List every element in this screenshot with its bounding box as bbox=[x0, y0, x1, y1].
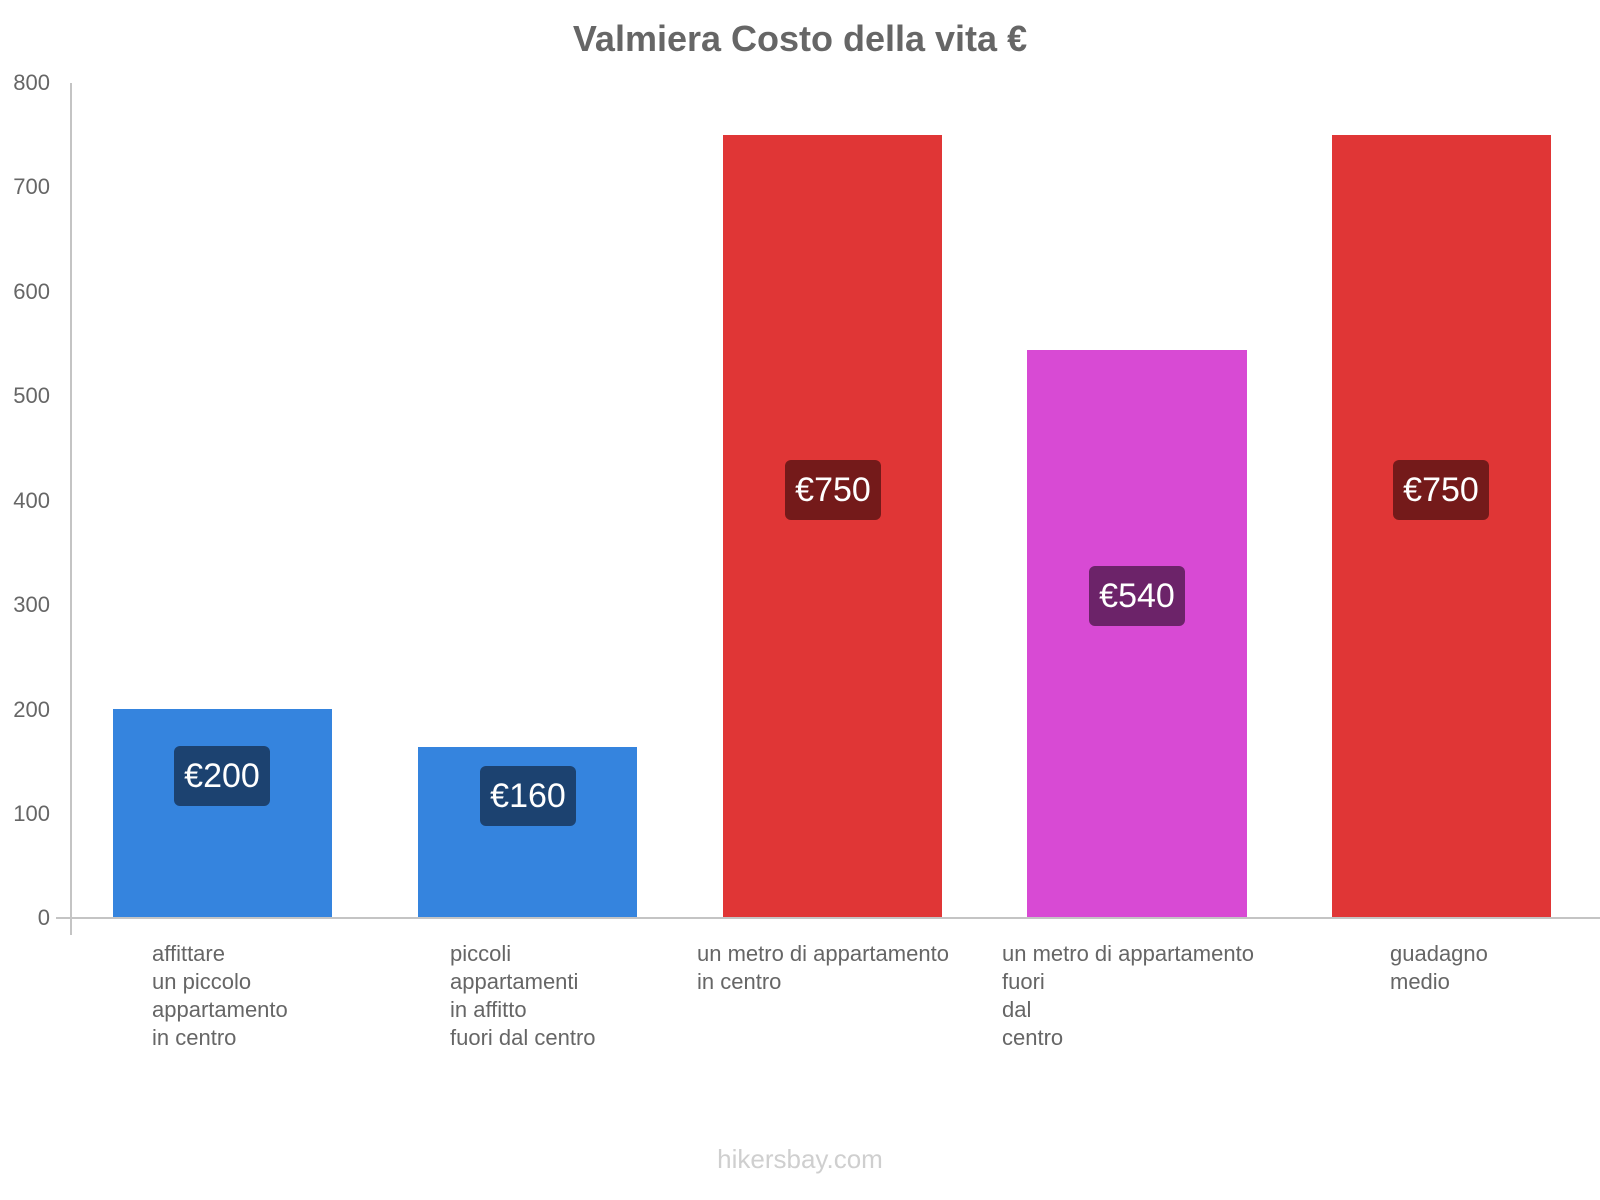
bar-value-label: €160 bbox=[480, 766, 576, 826]
x-category-label: un metro di appartamento fuori dal centr… bbox=[1002, 941, 1254, 1050]
y-tick-label: 100 bbox=[13, 801, 50, 826]
x-axis-line bbox=[56, 917, 1600, 919]
y-tick-label: 700 bbox=[13, 174, 50, 199]
watermark-footer: hikersbay.com bbox=[717, 1144, 883, 1174]
bar bbox=[1332, 135, 1551, 918]
bar-value-label: €750 bbox=[785, 460, 881, 520]
y-tick-label: 500 bbox=[13, 383, 50, 408]
x-category-label: un metro di appartamento in centro bbox=[697, 941, 949, 994]
x-category-label: affittare un piccolo appartamento in cen… bbox=[152, 941, 288, 1050]
y-tick-label: 200 bbox=[13, 697, 50, 722]
y-tick-label: 400 bbox=[13, 488, 50, 513]
bar bbox=[113, 709, 332, 918]
y-tick-label: 600 bbox=[13, 279, 50, 304]
bar-value-label: €540 bbox=[1089, 566, 1185, 626]
bar bbox=[1027, 350, 1247, 918]
y-tick-label: 300 bbox=[13, 592, 50, 617]
x-category-label: guadagno medio bbox=[1390, 941, 1488, 994]
y-tick-label: 800 bbox=[13, 70, 50, 95]
x-category-label: piccoli appartamenti in affitto fuori da… bbox=[450, 941, 596, 1050]
y-axis-line bbox=[70, 83, 72, 935]
bar-value-label: €200 bbox=[174, 746, 270, 806]
bar bbox=[723, 135, 942, 918]
y-tick-label: 0 bbox=[37, 905, 50, 930]
chart-title: Valmiera Costo della vita € bbox=[572, 18, 1028, 59]
bar-value-label: €750 bbox=[1393, 460, 1489, 520]
